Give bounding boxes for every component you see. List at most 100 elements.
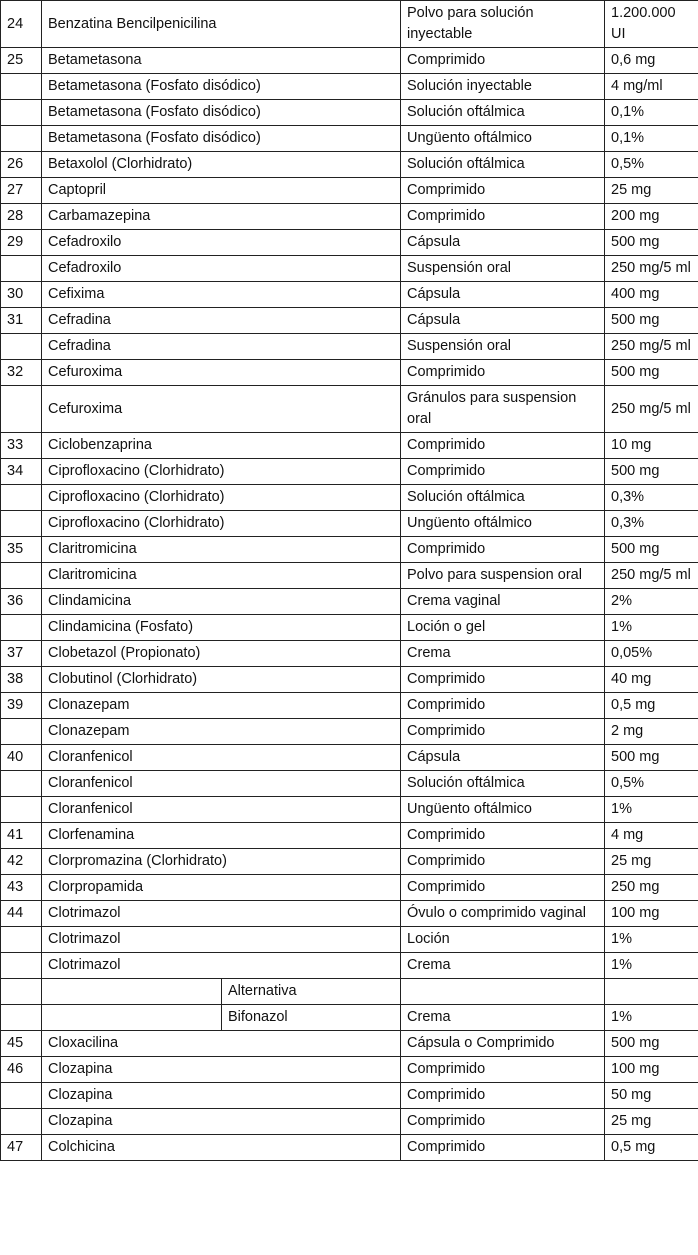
form-cell: Polvo para solución inyectable <box>400 0 606 48</box>
number-cell <box>0 125 42 152</box>
form-cell: Comprimido <box>400 692 606 719</box>
dose-cell: 2% <box>604 588 698 615</box>
table-row: 38 Clobutinol (Clorhidrato) Comprimido 40 m… <box>0 666 698 693</box>
number-cell: 41 <box>0 822 42 849</box>
form-cell: Gránulos para suspension oral <box>400 385 606 433</box>
form-cell: Comprimido <box>400 1134 606 1161</box>
table-row: 37 Clobetazol (Propionato) Crema 0,05% <box>0 640 698 667</box>
alternative-cell: Bifonazol <box>220 1004 402 1031</box>
form-cell: Óvulo o comprimido vaginal <box>400 900 606 927</box>
table-row: Clonazepam Comprimido 2 mg <box>0 718 698 745</box>
number-cell <box>0 99 42 126</box>
name-cell: Ciprofloxacino (Clorhidrato) <box>40 484 402 511</box>
form-cell: Comprimido <box>400 536 606 563</box>
table-row: 31 Cefradina Cápsula 500 mg <box>0 307 698 334</box>
dose-cell: 4 mg <box>604 822 698 849</box>
form-cell: Comprimido <box>400 432 606 459</box>
number-cell <box>0 796 42 823</box>
dose-cell: 200 mg <box>604 203 698 230</box>
form-cell: Comprimido <box>400 718 606 745</box>
table-row: Clotrimazol Loción 1% <box>0 926 698 953</box>
name-cell <box>41 978 222 1005</box>
dose-cell: 40 mg <box>604 666 698 693</box>
name-cell: Cefuroxima <box>40 385 402 433</box>
number-cell: 44 <box>0 900 42 927</box>
name-cell: Cefradina <box>40 307 402 334</box>
number-cell <box>0 333 42 360</box>
form-cell: Comprimido <box>400 822 606 849</box>
form-cell: Ungüento oftálmico <box>400 125 606 152</box>
table-row: 27 Captopril Comprimido 25 mg <box>0 177 698 204</box>
form-cell <box>400 978 606 1005</box>
dose-cell: 0,5% <box>604 151 698 178</box>
number-cell: 39 <box>0 692 42 719</box>
table-row: Ciprofloxacino (Clorhidrato) Solución oft… <box>0 484 698 511</box>
number-cell: 42 <box>0 848 42 875</box>
form-cell: Crema vaginal <box>400 588 606 615</box>
form-cell: Crema <box>400 640 606 667</box>
name-cell: Colchicina <box>40 1134 402 1161</box>
dose-cell: 500 mg <box>604 458 698 485</box>
dose-cell: 1.200.000 UI <box>604 0 698 48</box>
table-row: 45 Cloxacilina Cápsula o Comprimido 500 mg <box>0 1030 698 1057</box>
name-cell: Claritromicina <box>40 536 402 563</box>
table-row: 44 Clotrimazol Óvulo o comprimido vaginal 1… <box>0 900 698 927</box>
name-cell: Carbamazepina <box>40 203 402 230</box>
form-cell: Polvo para suspension oral <box>400 562 606 589</box>
number-cell: 36 <box>0 588 42 615</box>
name-cell: Clozapina <box>40 1056 402 1083</box>
form-cell: Comprimido <box>400 1056 606 1083</box>
name-cell: Ciprofloxacino (Clorhidrato) <box>40 510 402 537</box>
table-row: Cloranfenicol Ungüento oftálmico 1% <box>0 796 698 823</box>
number-cell: 43 <box>0 874 42 901</box>
dose-cell: 1% <box>604 614 698 641</box>
dose-cell: 100 mg <box>604 1056 698 1083</box>
dose-cell: 500 mg <box>604 744 698 771</box>
dose-cell: 4 mg/ml <box>604 73 698 100</box>
form-cell: Loción <box>400 926 606 953</box>
dose-cell <box>604 978 698 1005</box>
number-cell: 47 <box>0 1134 42 1161</box>
number-cell: 35 <box>0 536 42 563</box>
dose-cell: 0,6 mg <box>604 47 698 74</box>
dose-cell: 2 mg <box>604 718 698 745</box>
number-cell <box>0 614 42 641</box>
number-cell <box>0 385 42 433</box>
dose-cell: 25 mg <box>604 1108 698 1135</box>
form-cell: Solución oftálmica <box>400 770 606 797</box>
dose-cell: 500 mg <box>604 1030 698 1057</box>
name-cell: Clorpropamida <box>40 874 402 901</box>
dose-cell: 500 mg <box>604 536 698 563</box>
name-cell: Ciprofloxacino (Clorhidrato) <box>40 458 402 485</box>
name-cell <box>41 1004 222 1031</box>
table-body: 24 Benzatina Bencilpenicilina Polvo para s… <box>0 0 698 1161</box>
form-cell: Comprimido <box>400 458 606 485</box>
number-cell: 31 <box>0 307 42 334</box>
number-cell: 38 <box>0 666 42 693</box>
dose-cell: 250 mg/5 ml <box>604 333 698 360</box>
dose-cell: 250 mg/5 ml <box>604 562 698 589</box>
name-cell: Cefradina <box>40 333 402 360</box>
dose-cell: 0,5 mg <box>604 692 698 719</box>
number-cell: 30 <box>0 281 42 308</box>
dose-cell: 10 mg <box>604 432 698 459</box>
number-cell: 33 <box>0 432 42 459</box>
table-row: 28 Carbamazepina Comprimido 200 mg <box>0 203 698 230</box>
table-row: 41 Clorfenamina Comprimido 4 mg <box>0 822 698 849</box>
medicine-table: 24 Benzatina Bencilpenicilina Polvo para s… <box>0 0 698 1161</box>
name-cell: Benzatina Bencilpenicilina <box>40 0 402 48</box>
name-cell: Betametasona (Fosfato disódico) <box>40 73 402 100</box>
table-row: Betametasona (Fosfato disódico) Ungüento … <box>0 125 698 152</box>
form-cell: Suspensión oral <box>400 333 606 360</box>
form-cell: Comprimido <box>400 874 606 901</box>
table-row: Cefadroxilo Suspensión oral 250 mg/5 ml <box>0 255 698 282</box>
table-row: 30 Cefixima Cápsula 400 mg <box>0 281 698 308</box>
number-cell <box>0 73 42 100</box>
name-cell: Clorfenamina <box>40 822 402 849</box>
form-cell: Ungüento oftálmico <box>400 796 606 823</box>
name-cell: Cloranfenicol <box>40 770 402 797</box>
number-cell: 28 <box>0 203 42 230</box>
name-cell: Claritromicina <box>40 562 402 589</box>
form-cell: Solución oftálmica <box>400 99 606 126</box>
name-cell: Cefuroxima <box>40 359 402 386</box>
